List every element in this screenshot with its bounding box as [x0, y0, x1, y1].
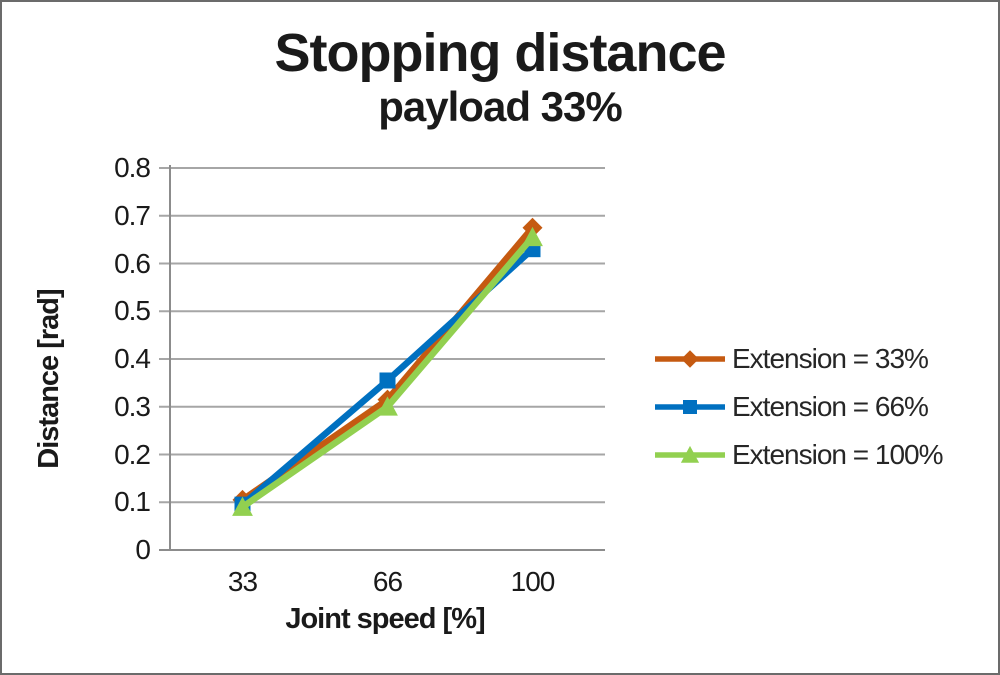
legend-item-0: Extension = 33%	[654, 335, 943, 383]
square-marker	[683, 400, 697, 414]
triangle-marker	[680, 445, 700, 463]
legend-label: Extension = 100%	[732, 439, 943, 470]
legend-label: Extension = 33%	[732, 343, 929, 374]
x-tick-label: 33	[227, 566, 258, 597]
y-tick-label: 0.2	[114, 438, 151, 470]
y-axis-title: Distance [rad]	[33, 289, 65, 469]
legend: Extension = 33% Extension = 66% Extension …	[654, 335, 943, 479]
x-tick-label: 100	[510, 566, 556, 597]
legend-label: Extension = 66%	[732, 391, 929, 422]
legend-swatch	[655, 445, 725, 463]
triangle-marker	[522, 226, 543, 247]
diamond-marker	[681, 350, 699, 368]
legend-swatch	[655, 350, 725, 368]
legend-swatch	[655, 400, 725, 414]
x-tick-label: 66	[372, 566, 403, 597]
legend-item-1: Extension = 66%	[654, 383, 943, 431]
square-marker	[379, 372, 396, 389]
y-tick-label: 0.4	[114, 343, 151, 374]
y-tick-label: 0.8	[114, 152, 151, 183]
chart-subtitle: payload 33%	[378, 83, 622, 130]
y-tick-label: 0.1	[114, 486, 151, 518]
y-tick-label: 0	[135, 534, 151, 565]
triangle-marker	[377, 396, 398, 416]
chart-title: Stopping distance	[274, 23, 726, 83]
y-tick-label: 0.7	[114, 199, 151, 231]
x-axis-title: Joint speed [%]	[285, 603, 485, 635]
y-tick-label: 0.3	[114, 390, 151, 422]
series-line-0	[240, 225, 535, 503]
y-tick-label: 0.5	[114, 295, 151, 327]
triangle-marker	[232, 496, 253, 516]
legend-item-2: Extension = 100%	[654, 431, 943, 479]
y-tick-label: 0.6	[114, 247, 151, 279]
